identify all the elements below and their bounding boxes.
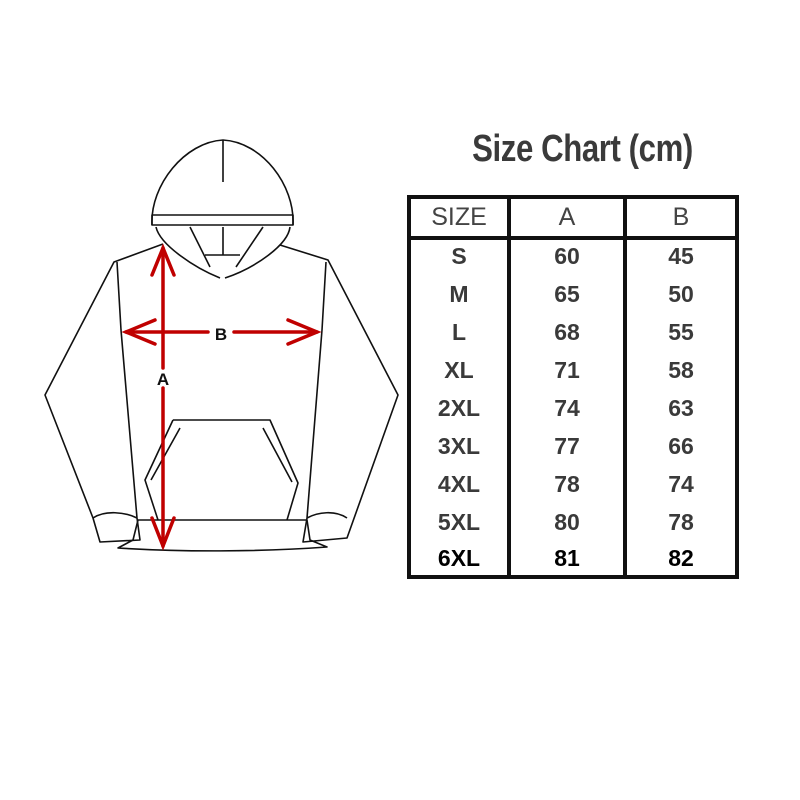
waistband — [117, 519, 328, 552]
table-cell: 2XL — [437, 395, 481, 421]
table-cell: 81 — [554, 545, 580, 571]
table-cell: 74 — [668, 471, 694, 497]
table-cell: 82 — [668, 545, 694, 571]
right-sleeve-inner — [306, 261, 348, 519]
table-cell: 77 — [554, 433, 580, 459]
arrow-b-head-right — [286, 318, 322, 346]
table-cell: 6XL — [437, 545, 481, 571]
table-cell: 80 — [554, 509, 580, 535]
table-cell: 45 — [668, 243, 694, 269]
table-cell: 5XL — [437, 509, 481, 535]
table-cell: 4XL — [437, 471, 481, 497]
body-left-shoulder — [44, 243, 164, 543]
pocket — [144, 419, 299, 521]
body-right-shoulder — [279, 244, 399, 543]
label-a: A — [157, 370, 169, 389]
table-cell: 65 — [554, 281, 580, 307]
table-header-cell: A — [558, 203, 576, 231]
table-cell: 60 — [554, 243, 580, 269]
table-cell: 3XL — [437, 433, 481, 459]
header-divider — [411, 236, 735, 240]
table-cell: 68 — [554, 319, 580, 345]
label-b: B — [215, 325, 227, 344]
left-sleeve-inner — [92, 261, 138, 519]
hood-band — [151, 214, 294, 226]
table-cell: 74 — [554, 395, 580, 421]
table-cell: 78 — [554, 471, 580, 497]
table-cell: 66 — [668, 433, 694, 459]
table-cell: XL — [444, 357, 474, 383]
hood-inner — [155, 226, 291, 279]
table-cell: 63 — [668, 395, 694, 421]
table-cell: 55 — [668, 319, 694, 345]
column-divider — [623, 199, 627, 575]
table-cell: 71 — [554, 357, 580, 383]
arrow-b-head-left — [121, 318, 157, 346]
table-cell: 50 — [668, 281, 694, 307]
table-header-cell: SIZE — [431, 203, 487, 231]
size-table: SIZE A B S 60 45 M 65 50 L 68 55 XL 71 58 2XL 74 63 3XL 77 6… — [407, 195, 739, 579]
table-cell: 58 — [668, 357, 694, 383]
column-divider — [507, 199, 511, 575]
table-cell: 78 — [668, 509, 694, 535]
arrow-a-head-bottom — [150, 516, 176, 551]
page-title: Size Chart (cm) — [472, 128, 693, 170]
table-cell: S — [451, 243, 467, 269]
table-cell: M — [449, 281, 469, 307]
table-cell: L — [451, 319, 467, 345]
table-header-cell: B — [672, 203, 690, 231]
arrow-a-head-top — [150, 243, 176, 277]
